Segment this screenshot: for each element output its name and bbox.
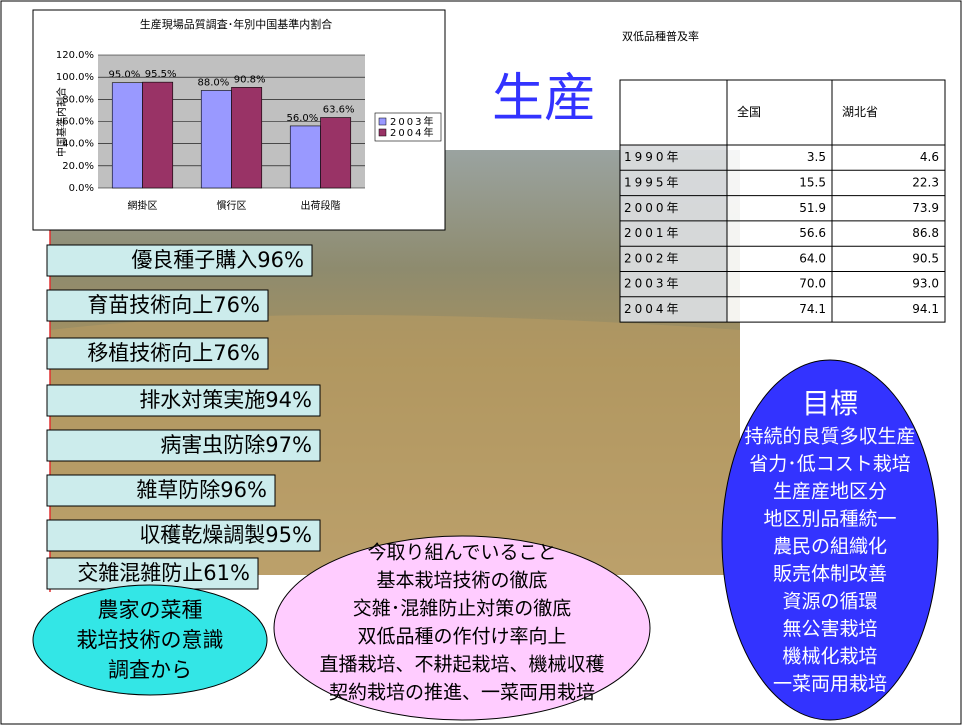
value-label: 88.0% <box>197 77 229 88</box>
effort-item: 契約栽培の推進、一菜両用栽培 <box>329 682 595 704</box>
goals-title: 目標 <box>802 387 858 420</box>
bar <box>232 87 262 188</box>
chart-title: 生産現場品質調査･年別中国基準内割合 <box>140 17 333 31</box>
table-value: 15.5 <box>799 175 826 189</box>
table-value: 74.1 <box>799 302 826 316</box>
table-year: 1995年 <box>624 175 682 189</box>
x-tick-label: 網掛区 <box>128 199 158 212</box>
survey-item: 移植技術向上76% <box>87 341 260 365</box>
goal-item: 資源の循環 <box>782 591 877 613</box>
note-line: 栽培技術の意識 <box>77 628 224 652</box>
legend-swatch <box>379 129 386 136</box>
x-tick-label: 出荷段階 <box>301 199 341 212</box>
goal-item: 農民の組織化 <box>773 536 887 558</box>
survey-item: 病害虫防除97% <box>160 433 312 457</box>
bar <box>290 126 320 188</box>
table-value: 22.3 <box>912 175 939 189</box>
bar <box>201 90 231 188</box>
legend-label: 2003年 <box>390 115 435 128</box>
table-value: 86.8 <box>912 226 939 240</box>
bar <box>112 83 142 188</box>
effort-item: 基本栽培技術の徹底 <box>376 570 547 592</box>
y-tick-label: 20.0% <box>62 161 94 172</box>
goal-item: 生産産地区分 <box>773 481 887 503</box>
legend-swatch <box>379 118 386 125</box>
table-year: 2000年 <box>624 201 682 215</box>
value-label: 90.8% <box>234 74 266 85</box>
y-tick-label: 60.0% <box>62 117 94 128</box>
goal-item: 地区別品種統一 <box>763 508 896 530</box>
table-year: 2004年 <box>624 302 682 316</box>
table-year: 2003年 <box>624 277 682 291</box>
table-year: 2001年 <box>624 226 682 240</box>
survey-item: 交雑混雑防止61% <box>77 561 250 585</box>
y-tick-label: 100.0% <box>56 72 94 83</box>
goal-item: 省力･低コスト栽培 <box>749 453 911 475</box>
effort-item: 交雑･混雑防止対策の徹底 <box>353 598 572 620</box>
value-label: 56.0% <box>286 113 318 124</box>
table-value: 64.0 <box>799 251 826 265</box>
goal-item: 無公害栽培 <box>782 618 877 640</box>
goal-item: 販売体制改善 <box>773 563 887 585</box>
table-value: 51.9 <box>799 201 826 215</box>
bar <box>143 82 173 188</box>
table-year: 2002年 <box>624 251 682 265</box>
value-label: 63.6% <box>323 105 355 116</box>
goal-item: 機械化栽培 <box>782 646 877 668</box>
table: 全国 湖北省 1990年 3.5 4.6 1995年 15.5 22.3 2000年 51.9 73… <box>620 80 945 322</box>
note-line: 調査から <box>108 658 192 682</box>
effort-item: 直播栽培、不耕起栽培、機械収穫 <box>319 654 604 676</box>
x-tick-label: 慣行区 <box>217 199 247 212</box>
table-year: 1990年 <box>624 150 682 164</box>
value-label: 95.0% <box>108 70 140 81</box>
table-value: 4.6 <box>920 150 939 164</box>
bar <box>321 118 351 188</box>
survey-item: 収穫乾燥調製95% <box>139 523 312 547</box>
y-tick-label: 120.0% <box>56 50 94 61</box>
table-value: 56.6 <box>799 226 826 240</box>
slide: 生産現場品質調査･年別中国基準内割合 中国基準内割合 生産 双低品種普及率 全国… <box>0 0 963 726</box>
table-header: 湖北省 <box>842 104 878 119</box>
effort-item: 双低品種の作付け率向上 <box>357 626 566 648</box>
y-tick-label: 40.0% <box>62 139 94 150</box>
table-caption: 双低品種普及率 <box>622 30 722 44</box>
table-header: 全国 <box>737 104 761 119</box>
table-value: 94.1 <box>912 302 939 316</box>
table-value: 70.0 <box>799 277 826 291</box>
table-value: 3.5 <box>807 150 826 164</box>
title: 生産 <box>492 69 596 129</box>
note-line: 農家の菜種 <box>98 598 203 622</box>
table-value: 90.5 <box>912 251 939 265</box>
y-tick-label: 0.0% <box>69 183 94 194</box>
y-tick-label: 80.0% <box>62 94 94 105</box>
legend-label: 2004年 <box>390 126 435 139</box>
value-label: 95.5% <box>145 69 177 80</box>
survey-item: 育苗技術向上76% <box>87 293 260 317</box>
survey-item: 優良種子購入96% <box>131 248 304 272</box>
survey-item: 排水対策実施94% <box>139 388 312 412</box>
survey-item: 雑草防除96% <box>136 478 267 502</box>
efforts-title: 今取り組んでいること <box>367 542 556 564</box>
goal-item: 一菜両用栽培 <box>773 673 887 695</box>
table-value: 93.0 <box>912 277 939 291</box>
goal-item: 持続的良質多収生産 <box>744 426 915 448</box>
table-value: 73.9 <box>912 201 939 215</box>
table-caption-box: 双低品種普及率 <box>622 30 722 74</box>
